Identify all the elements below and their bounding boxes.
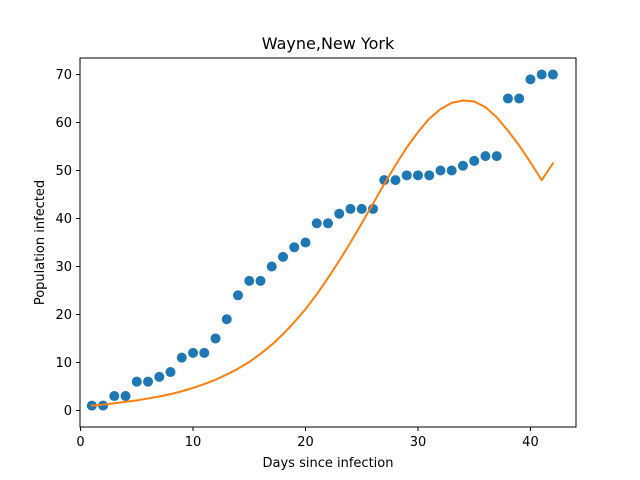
chart-title: Wayne,New York	[262, 34, 395, 53]
y-tick-label: 70	[55, 68, 72, 83]
y-tick-label: 20	[55, 308, 72, 323]
data-point	[131, 376, 142, 387]
data-point	[233, 290, 244, 301]
data-point	[300, 237, 311, 248]
x-tick-label: 0	[76, 435, 84, 450]
data-point	[176, 352, 187, 363]
x-tick-label: 40	[522, 435, 539, 450]
data-point	[536, 69, 547, 80]
data-point	[514, 93, 525, 104]
plot-area	[86, 69, 558, 411]
data-point	[424, 170, 435, 181]
data-point	[390, 175, 401, 186]
data-point	[379, 175, 390, 186]
y-tick-label: 10	[55, 356, 72, 371]
y-tick-label: 30	[55, 260, 72, 275]
data-point	[255, 275, 266, 286]
data-point	[244, 275, 255, 286]
data-point	[491, 151, 502, 162]
plot-frame	[79, 57, 577, 428]
data-point	[401, 170, 412, 181]
data-point	[356, 203, 367, 214]
x-tick-label: 20	[297, 435, 314, 450]
data-point	[457, 160, 468, 171]
data-point	[469, 155, 480, 166]
x-axis-label: Days since infection	[263, 456, 394, 471]
data-point	[525, 74, 536, 85]
data-point	[210, 333, 221, 344]
data-point	[278, 251, 289, 262]
data-point	[199, 347, 210, 358]
x-tick-label: 30	[410, 435, 427, 450]
data-point	[480, 151, 491, 162]
data-point	[188, 347, 199, 358]
y-axis-label: Population infected	[33, 180, 48, 305]
data-point	[311, 218, 322, 229]
data-point	[547, 69, 558, 80]
data-point	[446, 165, 457, 176]
x-tick-label: 10	[185, 435, 202, 450]
y-tick-label: 60	[55, 116, 72, 131]
data-point	[345, 203, 356, 214]
data-point	[154, 371, 165, 382]
y-tick-label: 40	[55, 212, 72, 227]
data-point	[143, 376, 154, 387]
data-point	[323, 218, 333, 229]
data-point	[334, 208, 345, 219]
data-point	[435, 165, 446, 176]
data-point	[109, 391, 120, 402]
fitted-curve-line	[90, 99, 555, 407]
data-point	[165, 367, 176, 378]
axis-ticks: 0 10 20 30 40 0 10 20 30 40 50 60 70	[55, 68, 538, 450]
y-tick-label: 50	[55, 164, 72, 179]
data-point	[120, 391, 131, 402]
data-point	[412, 170, 423, 181]
data-point	[221, 314, 232, 325]
y-tick-label: 0	[64, 404, 72, 419]
data-point	[266, 261, 277, 272]
data-point	[289, 242, 300, 253]
data-point	[502, 93, 513, 104]
